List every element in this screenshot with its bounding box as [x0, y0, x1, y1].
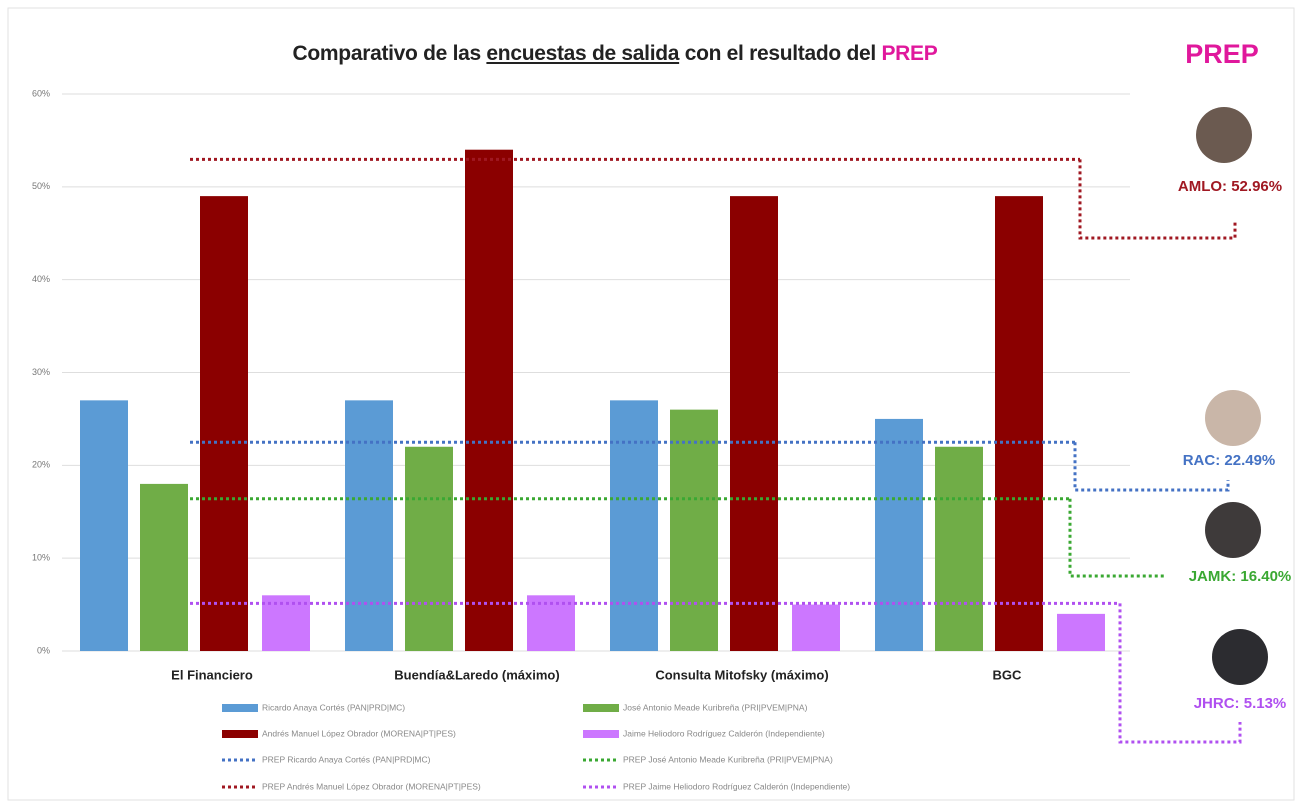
y-tick-label: 10%: [32, 553, 50, 563]
legend-label: José Antonio Meade Kuribreña (PRI|PVEM|P…: [623, 702, 808, 712]
bar: [465, 149, 513, 651]
bar: [80, 400, 128, 651]
prep-connector: [1068, 498, 1165, 578]
bar: [140, 483, 188, 651]
prep-connector: [1078, 159, 1237, 240]
title-part: encuestas de salida: [486, 42, 680, 65]
prep-label: AMLO: 52.96%: [1178, 178, 1282, 195]
bar: [730, 196, 778, 651]
y-tick-label: 20%: [32, 460, 50, 470]
bar: [670, 409, 718, 651]
title-part: con el resultado del: [684, 42, 877, 65]
legend-label: PREP Ricardo Anaya Cortés (PAN|PRD|MC): [262, 754, 431, 764]
legend-swatch: [583, 730, 619, 738]
legend-swatch: [222, 704, 258, 712]
photo: [1212, 629, 1268, 685]
prep-connector: [1073, 442, 1230, 492]
legend-label: Andrés Manuel López Obrador (MORENA|PT|P…: [262, 728, 456, 738]
legend-swatch: [583, 704, 619, 712]
prep-title: PREP: [1185, 39, 1259, 69]
bar: [610, 400, 658, 651]
y-tick-label: 30%: [32, 367, 50, 377]
photo: [1196, 107, 1252, 163]
prep-connector: [1118, 603, 1242, 744]
prep-label: RAC: 22.49%: [1183, 452, 1276, 469]
bar: [792, 604, 840, 651]
prep-label: JAMK: 16.40%: [1189, 568, 1292, 585]
legend-label: PREP Andrés Manuel López Obrador (MORENA…: [262, 781, 481, 791]
chart-title: Comparativo de las encuestas de salida c…: [0, 42, 1230, 66]
bar: [875, 418, 923, 651]
bar: [200, 196, 248, 651]
y-tick-label: 60%: [32, 88, 50, 98]
legend-swatch: [222, 730, 258, 738]
frame: [7, 7, 1295, 801]
y-tick-label: 50%: [32, 181, 50, 191]
bar: [995, 196, 1043, 651]
bar: [935, 446, 983, 651]
bar: [345, 400, 393, 651]
x-tick-label: BGC: [993, 667, 1023, 682]
legend-label: Jaime Heliodoro Rodríguez Calderón (Inde…: [623, 728, 825, 738]
photos: [1196, 107, 1268, 685]
title-part: PREP: [881, 42, 938, 65]
y-tick-label: 0%: [37, 645, 50, 655]
x-tick-label: Buendía&Laredo (máximo): [394, 667, 559, 682]
x-tick-label: Consulta Mitofsky (máximo): [655, 667, 828, 682]
photo: [1205, 502, 1261, 558]
legend-label: Ricardo Anaya Cortés (PAN|PRD|MC): [262, 702, 405, 712]
title-part: Comparativo de las: [292, 42, 482, 65]
legend-label: PREP José Antonio Meade Kuribreña (PRI|P…: [623, 754, 833, 764]
legend-label: PREP Jaime Heliodoro Rodríguez Calderón …: [623, 781, 850, 791]
y-tick-label: 40%: [32, 274, 50, 284]
photo: [1205, 390, 1261, 446]
bar: [1057, 613, 1105, 651]
bar: [405, 446, 453, 651]
prep-label: JHRC: 5.13%: [1194, 695, 1287, 712]
x-tick-label: El Financiero: [171, 667, 253, 682]
